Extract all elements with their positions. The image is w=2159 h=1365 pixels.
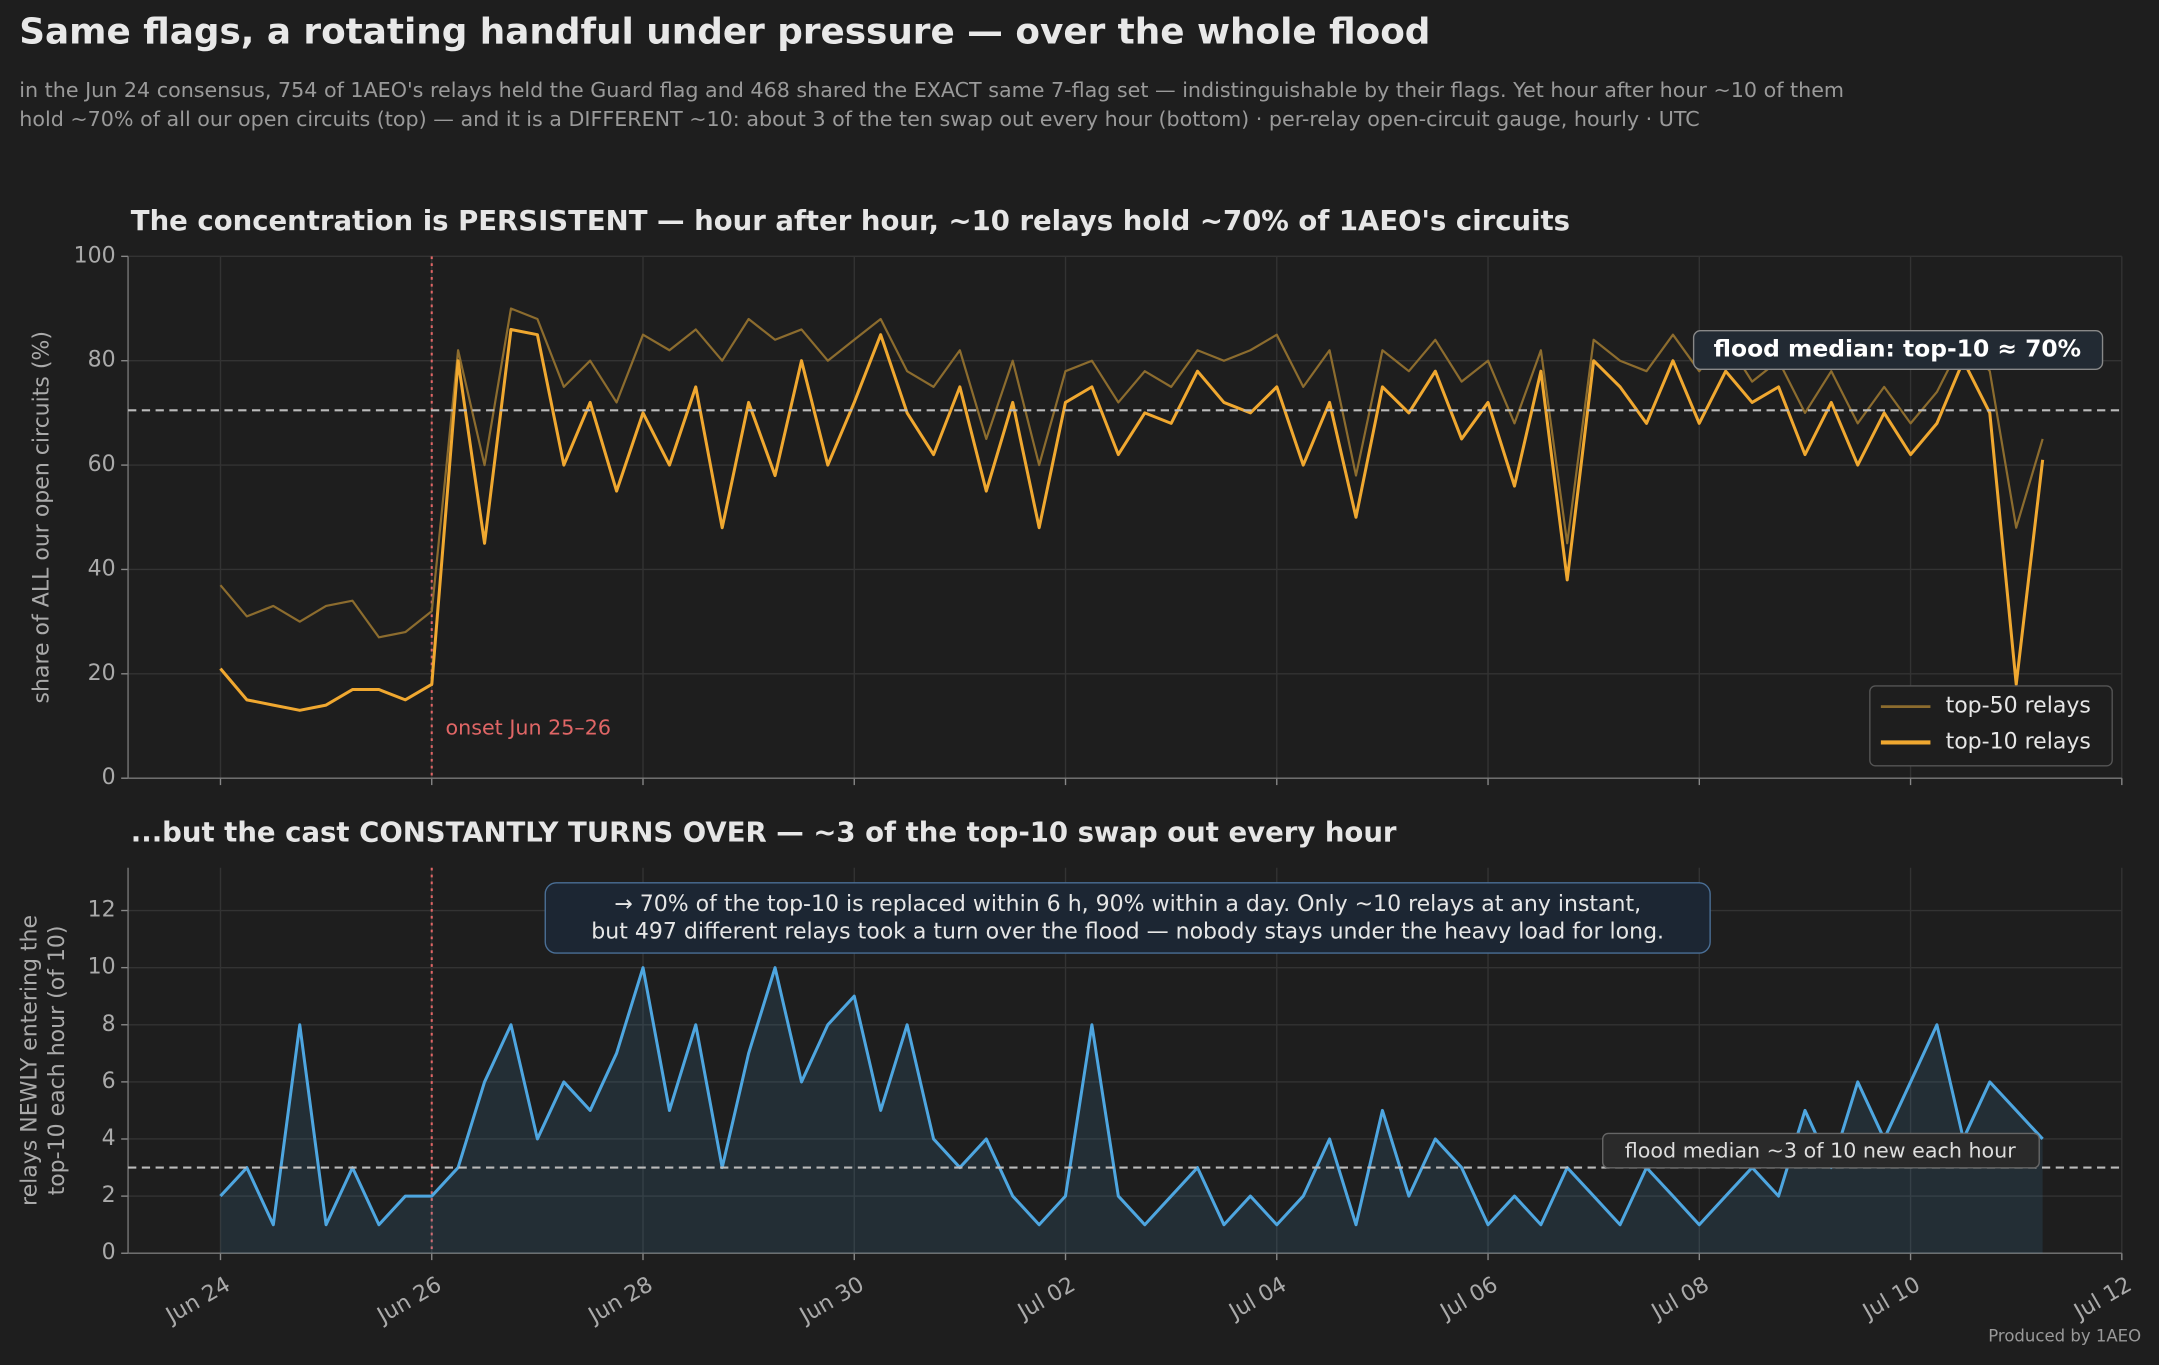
panel-title: ...but the cast CONSTANTLY TURNS OVER — … (131, 816, 1397, 848)
area (220, 967, 2043, 1254)
median-box (1602, 1132, 2040, 1169)
y-axis-label: top-10 each hour (of 10) (45, 925, 70, 1195)
y-tick-label: 4 (102, 1126, 116, 1151)
y-tick-label: 10 (88, 955, 116, 980)
y-tick-label: 8 (102, 1012, 116, 1037)
median-label: flood median ~3 of 10 new each hour (1625, 1138, 2016, 1162)
y-tick-label: 40 (88, 556, 116, 581)
onset-label: onset Jun 25–26 (446, 716, 611, 740)
y-tick-label: 12 (88, 898, 116, 923)
median-label: flood median: top-10 ≈ 70% (1714, 334, 2081, 362)
y-tick-label: 0 (102, 765, 116, 790)
y-tick-label: 60 (88, 452, 116, 477)
legend-label: top-10 relays (1946, 729, 2091, 754)
y-tick-label: 20 (88, 661, 116, 686)
median-box (1692, 330, 2104, 370)
legend-label: top-50 relays (1946, 694, 2091, 719)
y-axis-label: relays NEWLY entering the (17, 915, 42, 1206)
y-tick-label: 80 (88, 348, 116, 373)
y-tick-label: 100 (74, 243, 116, 268)
panel-title: The concentration is PERSISTENT — hour a… (131, 205, 1570, 237)
line (219, 327, 2045, 712)
y-tick-label: 0 (102, 1240, 116, 1265)
y-tick-label: 2 (102, 1183, 116, 1208)
note-box (544, 882, 1711, 954)
line (219, 966, 2044, 1227)
y-tick-label: 6 (102, 1069, 116, 1094)
subtitle: hold ~70% of all our open circuits (top)… (19, 107, 1699, 131)
note: → 70% of the top-10 is replaced within 6… (614, 892, 1641, 917)
note: but 497 different relays took a turn ove… (591, 919, 1664, 944)
footer: Produced by 1AEO (1988, 1327, 2141, 1346)
page-title: Same flags, a rotating handful under pre… (19, 11, 1430, 52)
subtitle: in the Jun 24 consensus, 754 of 1AEO's r… (19, 78, 1844, 102)
y-axis-label: share of ALL our open circuits (%) (30, 331, 55, 703)
